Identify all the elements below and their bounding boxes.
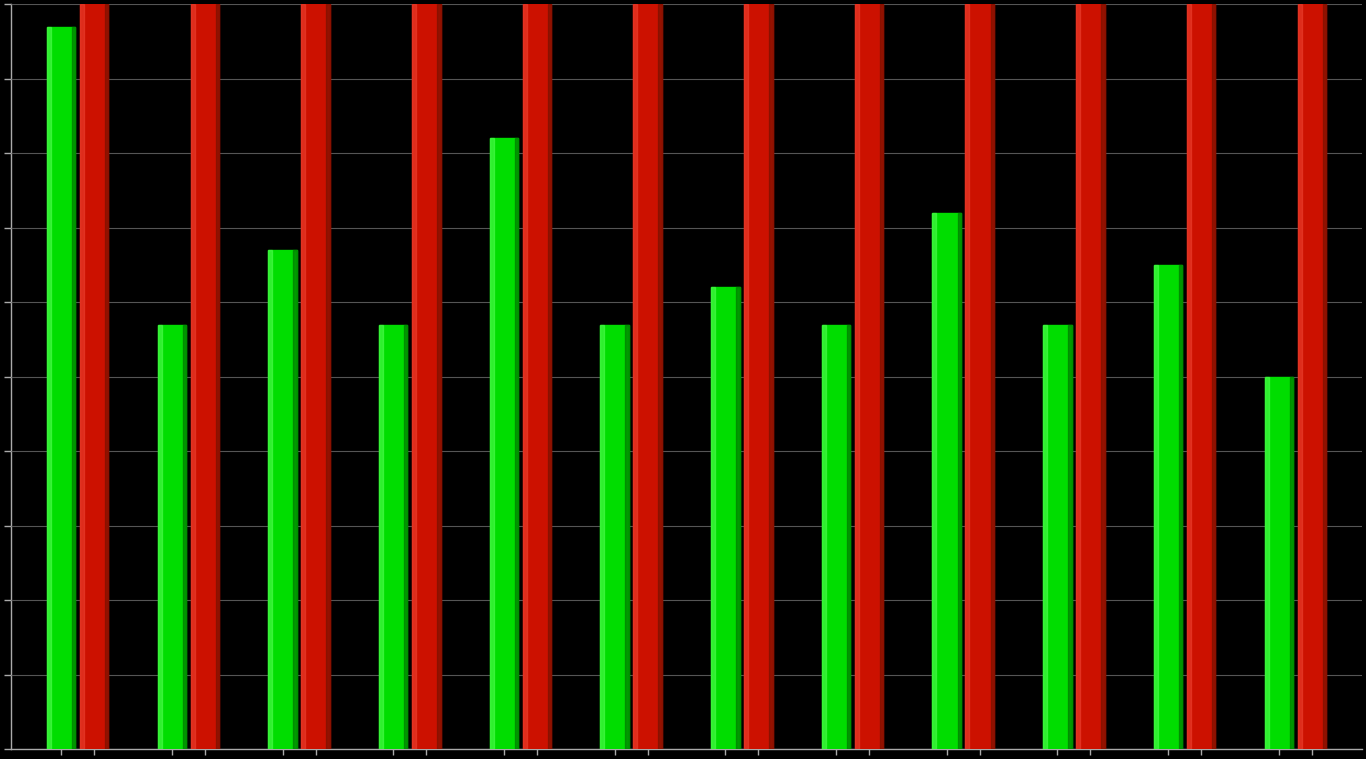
Bar	[1187, 4, 1216, 749]
Bar	[548, 4, 552, 749]
Bar	[268, 250, 296, 749]
Bar	[79, 4, 108, 749]
Bar	[990, 4, 994, 749]
Bar	[157, 325, 161, 749]
Bar	[966, 4, 970, 749]
Bar	[880, 4, 884, 749]
Bar	[933, 213, 962, 749]
Bar	[378, 325, 382, 749]
Bar	[847, 325, 850, 749]
Bar	[769, 4, 773, 749]
Bar	[515, 138, 518, 749]
Bar	[712, 288, 714, 749]
Bar	[958, 213, 962, 749]
Bar	[523, 4, 527, 749]
Bar	[933, 213, 937, 749]
Bar	[1298, 4, 1302, 749]
Bar	[658, 4, 663, 749]
Bar	[1298, 4, 1326, 749]
Bar	[1290, 376, 1294, 749]
Bar	[822, 325, 850, 749]
Bar	[190, 4, 219, 749]
Bar	[1101, 4, 1105, 749]
Bar	[157, 325, 186, 749]
Bar	[302, 4, 305, 749]
Bar	[1265, 376, 1269, 749]
Bar	[489, 138, 493, 749]
Bar	[822, 325, 825, 749]
Bar	[413, 4, 440, 749]
Bar	[216, 4, 219, 749]
Bar	[1076, 4, 1081, 749]
Bar	[1154, 265, 1158, 749]
Bar	[634, 4, 663, 749]
Bar	[294, 250, 296, 749]
Bar	[634, 4, 638, 749]
Bar	[489, 138, 518, 749]
Bar	[744, 4, 749, 749]
Bar	[326, 4, 329, 749]
Bar	[302, 4, 329, 749]
Bar	[105, 4, 108, 749]
Bar	[523, 4, 552, 749]
Bar	[190, 4, 194, 749]
Bar	[736, 288, 739, 749]
Bar	[1154, 265, 1183, 749]
Bar	[437, 4, 440, 749]
Bar	[855, 4, 884, 749]
Bar	[46, 27, 75, 749]
Bar	[600, 325, 604, 749]
Bar	[404, 325, 407, 749]
Bar	[712, 288, 739, 749]
Bar	[1076, 4, 1105, 749]
Bar	[413, 4, 417, 749]
Bar	[79, 4, 83, 749]
Bar	[855, 4, 859, 749]
Bar	[626, 325, 628, 749]
Bar	[1044, 325, 1048, 749]
Bar	[1265, 376, 1294, 749]
Bar	[744, 4, 773, 749]
Bar	[1212, 4, 1216, 749]
Bar	[72, 27, 75, 749]
Bar	[268, 250, 272, 749]
Bar	[1187, 4, 1191, 749]
Bar	[1179, 265, 1183, 749]
Bar	[600, 325, 628, 749]
Bar	[183, 325, 186, 749]
Bar	[378, 325, 407, 749]
Bar	[966, 4, 994, 749]
Bar	[46, 27, 51, 749]
Bar	[1068, 325, 1072, 749]
Bar	[1044, 325, 1072, 749]
Bar	[1322, 4, 1326, 749]
